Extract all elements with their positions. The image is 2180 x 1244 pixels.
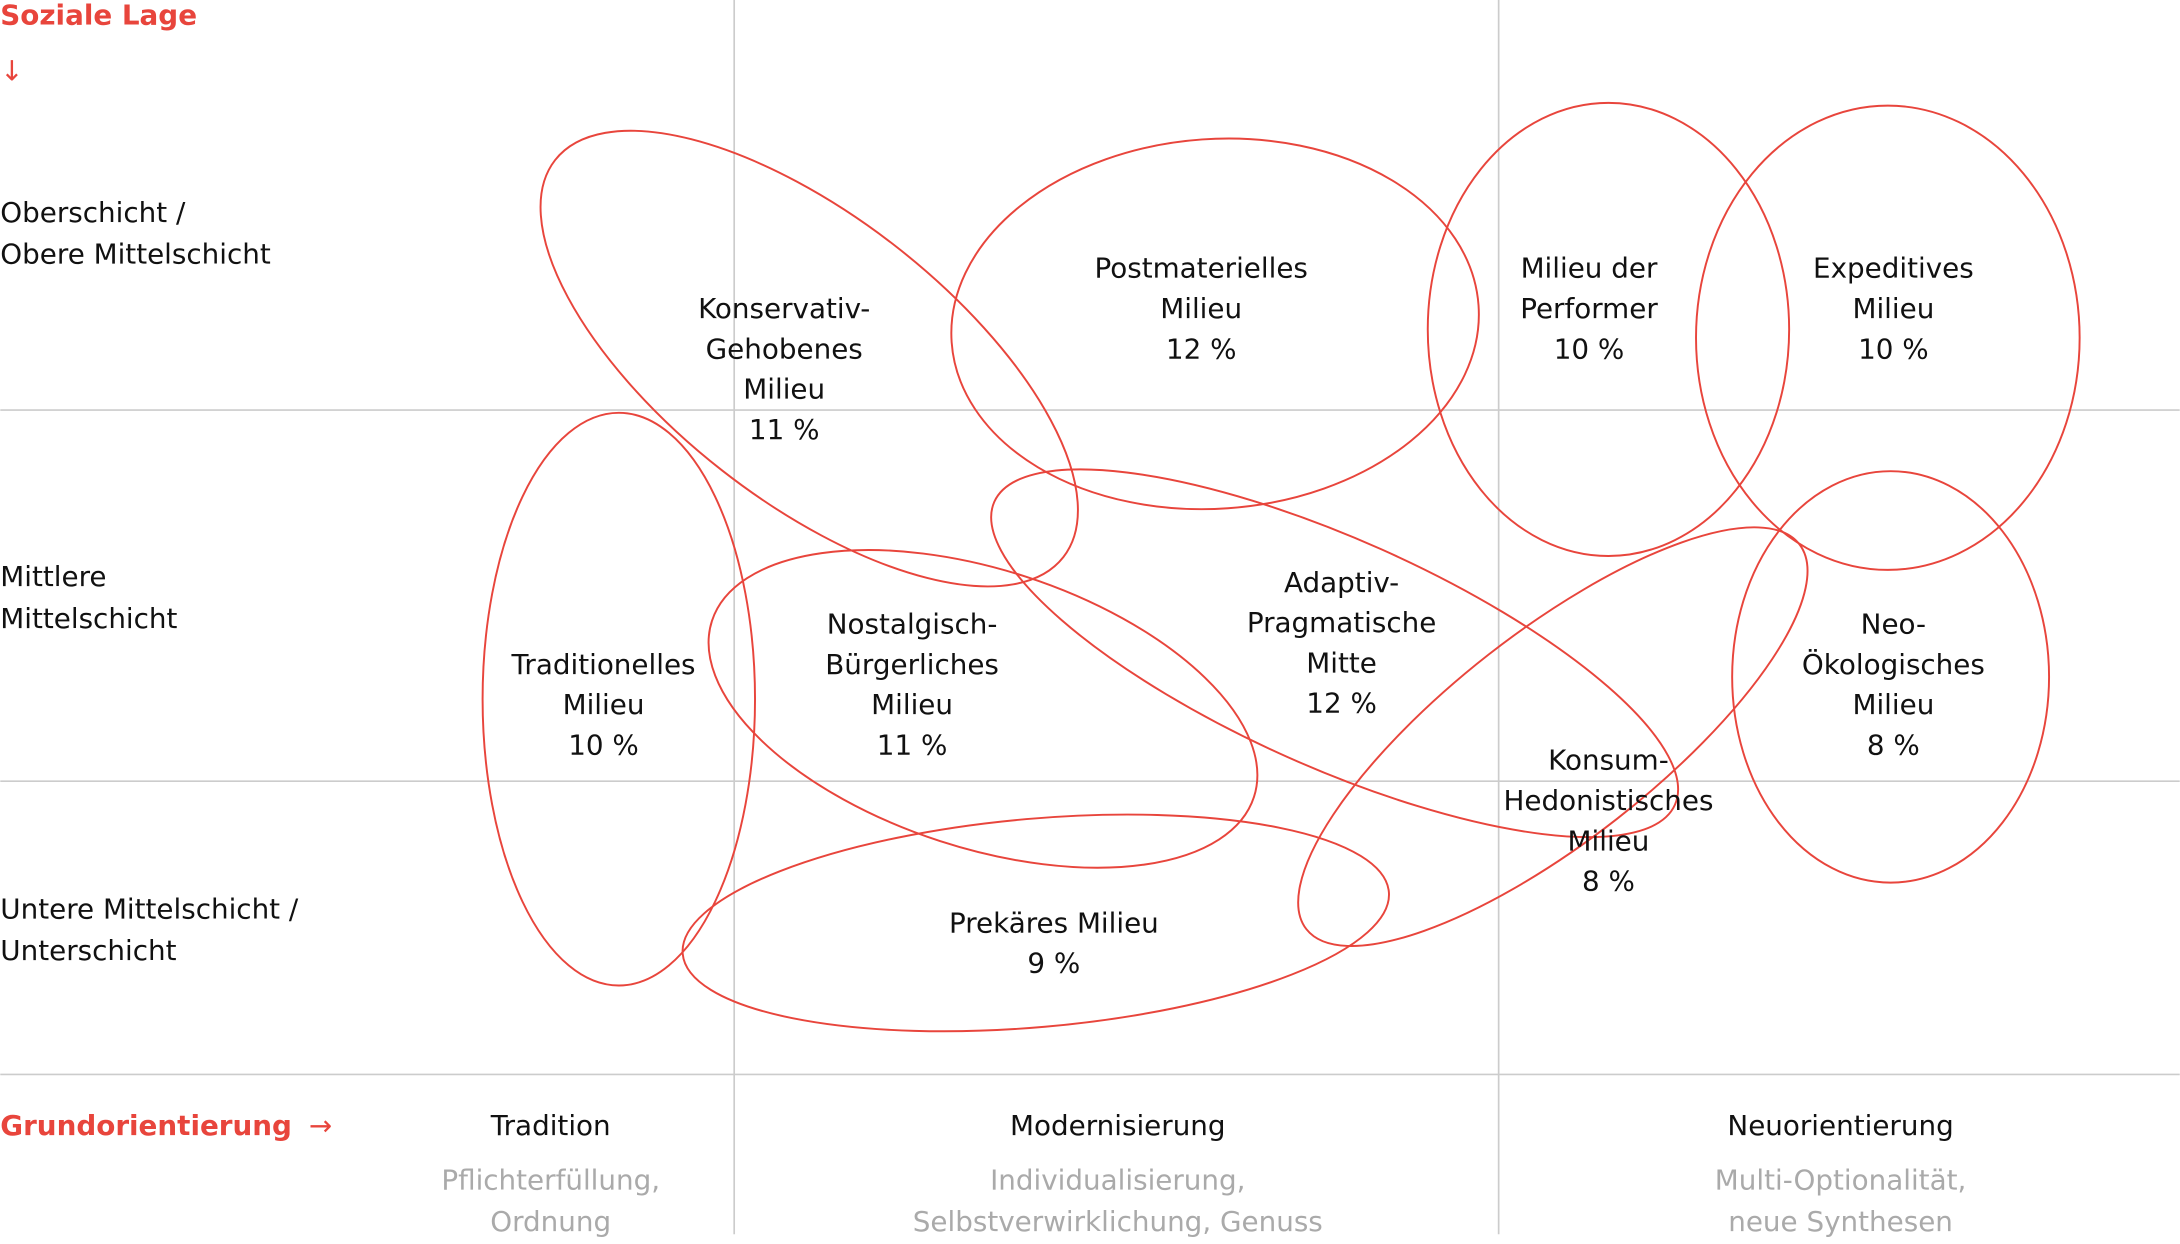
column-label: Tradition xyxy=(490,1109,611,1142)
row-label: Untere Mittelschicht / xyxy=(0,892,299,925)
milieu-share: 8 % xyxy=(1867,728,1920,761)
milieu-share: 10 % xyxy=(1554,332,1625,365)
milieu-name: Performer xyxy=(1520,292,1658,325)
x-axis-arrow: → xyxy=(309,1109,332,1142)
column-sub: Multi-Optionalität, xyxy=(1715,1163,1967,1196)
milieu-share: 10 % xyxy=(1858,332,1929,365)
milieu-name: Milieu xyxy=(1852,292,1934,325)
row-label: Mittlere xyxy=(0,560,106,593)
column-sub: Selbstverwirklichung, Genuss xyxy=(913,1205,1323,1238)
column-sub: Pflichterfüllung, xyxy=(441,1163,660,1196)
milieu-shapes xyxy=(481,101,2081,1033)
milieu-name: Milieu xyxy=(743,373,825,406)
milieu-share: 11 % xyxy=(749,413,820,446)
row-label: Mittelschicht xyxy=(0,602,177,635)
milieu-name: Milieu xyxy=(871,688,953,721)
row-label: Obere Mittelschicht xyxy=(0,238,271,271)
milieu-shape xyxy=(1297,526,1809,947)
milieu-shape xyxy=(990,468,1680,839)
milieu-name: Milieu xyxy=(1160,292,1242,325)
column-sub: Ordnung xyxy=(490,1205,611,1238)
milieu-shape xyxy=(707,549,1259,869)
milieu-name: Postmaterielles xyxy=(1094,252,1307,285)
milieu-name: Konsum- xyxy=(1548,744,1669,777)
milieu-shape xyxy=(1731,470,2051,884)
milieu-name: Ökologisches xyxy=(1802,647,1985,681)
milieu-shape xyxy=(481,411,756,987)
milieu-name: Nostalgisch- xyxy=(827,607,998,640)
milieu-name: Adaptiv- xyxy=(1284,566,1399,599)
milieu-name: Konservativ- xyxy=(698,292,870,325)
milieu-shape xyxy=(1426,101,1791,557)
milieu-name: Milieu der xyxy=(1521,252,1658,285)
milieu-share: 12 % xyxy=(1306,687,1377,720)
column-sub: Individualisierung, xyxy=(990,1163,1245,1196)
milieu-name: Mitte xyxy=(1306,646,1377,679)
milieu-name: Prekäres Milieu xyxy=(949,906,1159,939)
milieu-name: Pragmatische xyxy=(1247,606,1437,639)
column-label: Neuorientierung xyxy=(1727,1109,1953,1142)
milieu-name: Neo- xyxy=(1861,607,1926,640)
y-axis-arrow: ↓ xyxy=(0,54,23,87)
milieu-name: Milieu xyxy=(563,688,645,721)
milieu-share: 9 % xyxy=(1027,947,1080,980)
column-sub: neue Synthesen xyxy=(1728,1205,1953,1238)
x-axis-title: Grundorientierung xyxy=(0,1109,292,1142)
milieu-name: Traditionelles xyxy=(511,648,696,681)
milieu-shape xyxy=(681,813,1390,1033)
milieu-name: Milieu xyxy=(1852,688,1934,721)
row-label: Unterschicht xyxy=(0,934,176,967)
milieu-share: 8 % xyxy=(1582,865,1635,898)
milieu-share: 10 % xyxy=(568,728,639,761)
column-label: Modernisierung xyxy=(1010,1109,1226,1142)
y-axis-title: Soziale Lage xyxy=(0,0,197,32)
milieu-name: Hedonistisches xyxy=(1503,784,1713,817)
row-label: Oberschicht / xyxy=(0,196,186,229)
milieu-share: 12 % xyxy=(1166,332,1237,365)
milieu-shape xyxy=(950,137,1480,511)
milieu-name: Bürgerliches xyxy=(825,648,999,681)
milieu-shape xyxy=(539,129,1079,588)
milieu-name: Expeditives xyxy=(1813,252,1974,285)
milieu-name: Gehobenes xyxy=(706,332,863,365)
milieu-name: Milieu xyxy=(1568,824,1650,857)
milieu-share: 11 % xyxy=(877,728,948,761)
milieu-shape xyxy=(1695,104,2081,571)
